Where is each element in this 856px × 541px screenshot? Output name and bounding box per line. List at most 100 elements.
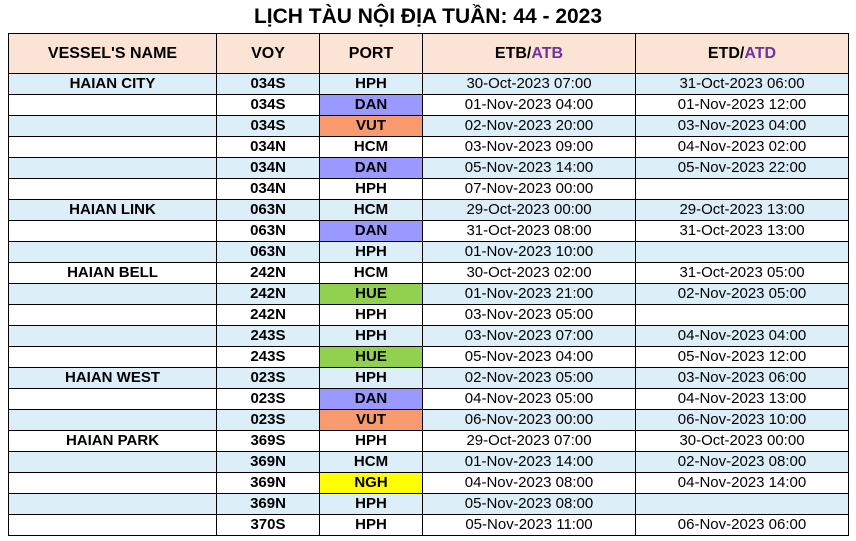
etd-cell: 31-Oct-2023 13:00	[635, 220, 849, 242]
vessel-name-cell	[8, 304, 217, 326]
etb-cell: 03-Nov-2023 07:00	[422, 325, 636, 347]
port-cell: NGH	[319, 472, 423, 494]
etb-cell: 04-Nov-2023 05:00	[422, 388, 636, 410]
port-cell: HPH	[319, 304, 423, 326]
table-row: 034N HPH 07-Nov-2023 00:00	[8, 178, 849, 200]
etd-cell: 03-Nov-2023 06:00	[635, 367, 849, 389]
vessel-name-cell	[8, 283, 217, 305]
etb-cell: 01-Nov-2023 14:00	[422, 451, 636, 473]
table-row: 034N HCM 03-Nov-2023 09:00 04-Nov-2023 02:0…	[8, 136, 849, 158]
voy-cell: 063N	[216, 220, 320, 242]
voy-cell: 034N	[216, 136, 320, 158]
page-title: LỊCH TÀU NỘI ĐỊA TUẦN: 44 - 2023	[253, 5, 603, 28]
voy-cell: 023S	[216, 367, 320, 389]
port-cell: DAN	[319, 388, 423, 410]
port-cell: HUE	[319, 346, 423, 368]
voy-cell: 242N	[216, 304, 320, 326]
header-port: PORT	[319, 33, 423, 74]
port-cell: HPH	[319, 367, 423, 389]
voy-cell: 034N	[216, 178, 320, 200]
table-row: 369N NGH 04-Nov-2023 08:00 04-Nov-2023 14:0…	[8, 472, 849, 494]
etd-cell: 29-Oct-2023 13:00	[635, 199, 849, 221]
port-cell: DAN	[319, 157, 423, 179]
port-cell: HUE	[319, 283, 423, 305]
port-cell: VUT	[319, 409, 423, 431]
table-header-row: VESSEL'S NAME VOY PORT ETB/ATB ETD/ATD	[8, 33, 849, 74]
etd-cell: 04-Nov-2023 13:00	[635, 388, 849, 410]
vessel-name-cell	[8, 178, 217, 200]
header-etd-label: ETD/	[707, 44, 745, 62]
voy-cell: 063N	[216, 199, 320, 221]
port-cell: HPH	[319, 325, 423, 347]
etd-cell: 01-Nov-2023 12:00	[635, 94, 849, 116]
voy-cell: 063N	[216, 241, 320, 263]
voy-cell: 243S	[216, 346, 320, 368]
vessel-name-cell	[8, 325, 217, 347]
port-cell: HCM	[319, 136, 423, 158]
port-cell: HPH	[319, 493, 423, 515]
vessel-name-cell: HAIAN PARK	[8, 430, 217, 452]
etb-cell: 02-Nov-2023 20:00	[422, 115, 636, 137]
table-row: 023S DAN 04-Nov-2023 05:00 04-Nov-2023 13:0…	[8, 388, 849, 410]
header-voy: VOY	[216, 33, 320, 74]
port-cell: DAN	[319, 94, 423, 116]
table-row: 063N HPH 01-Nov-2023 10:00	[8, 241, 849, 263]
voy-cell: 243S	[216, 325, 320, 347]
voy-cell: 369N	[216, 451, 320, 473]
vessel-name-cell: HAIAN CITY	[8, 73, 217, 95]
etb-cell: 31-Oct-2023 08:00	[422, 220, 636, 242]
etd-cell: 30-Oct-2023 00:00	[635, 430, 849, 452]
table-body: HAIAN CITY 034S HPH 30-Oct-2023 07:00 31-Oct…	[8, 73, 849, 536]
etd-cell: 04-Nov-2023 02:00	[635, 136, 849, 158]
etb-cell: 01-Nov-2023 04:00	[422, 94, 636, 116]
etd-cell: 05-Nov-2023 22:00	[635, 157, 849, 179]
table-row: 369N HPH 05-Nov-2023 08:00	[8, 493, 849, 515]
vessel-name-cell	[8, 220, 217, 242]
etb-cell: 03-Nov-2023 09:00	[422, 136, 636, 158]
vessel-name-cell	[8, 94, 217, 116]
etb-cell: 01-Nov-2023 10:00	[422, 241, 636, 263]
etb-cell: 03-Nov-2023 05:00	[422, 304, 636, 326]
vessel-name-cell	[8, 451, 217, 473]
voy-cell: 034S	[216, 73, 320, 95]
vessel-name-cell: HAIAN BELL	[8, 262, 217, 284]
voy-cell: 023S	[216, 409, 320, 431]
vessel-name-cell	[8, 472, 217, 494]
port-cell: DAN	[319, 220, 423, 242]
voy-cell: 034N	[216, 157, 320, 179]
etd-cell: 04-Nov-2023 14:00	[635, 472, 849, 494]
port-cell: HPH	[319, 241, 423, 263]
vessel-name-cell	[8, 136, 217, 158]
etb-cell: 05-Nov-2023 14:00	[422, 157, 636, 179]
vessel-name-cell	[8, 493, 217, 515]
etb-cell: 05-Nov-2023 08:00	[422, 493, 636, 515]
voy-cell: 369S	[216, 430, 320, 452]
etd-cell: 06-Nov-2023 10:00	[635, 409, 849, 431]
schedule-table: VESSEL'S NAME VOY PORT ETB/ATB ETD/ATD H…	[8, 33, 849, 536]
table-row: HAIAN CITY 034S HPH 30-Oct-2023 07:00 31-Oct…	[8, 73, 849, 95]
header-vessel-name: VESSEL'S NAME	[8, 33, 217, 74]
etd-cell	[635, 304, 849, 326]
etb-cell: 05-Nov-2023 04:00	[422, 346, 636, 368]
etb-cell: 02-Nov-2023 05:00	[422, 367, 636, 389]
etd-cell: 02-Nov-2023 08:00	[635, 451, 849, 473]
header-atd-label: ATD	[744, 44, 777, 62]
voy-cell: 369N	[216, 493, 320, 515]
voy-cell: 034S	[216, 115, 320, 137]
port-cell: HPH	[319, 514, 423, 536]
table-row: HAIAN BELL 242N HCM 30-Oct-2023 02:00 31-Oct…	[8, 262, 849, 284]
etb-cell: 29-Oct-2023 00:00	[422, 199, 636, 221]
etb-cell: 30-Oct-2023 02:00	[422, 262, 636, 284]
voy-cell: 034S	[216, 94, 320, 116]
etb-cell: 30-Oct-2023 07:00	[422, 73, 636, 95]
table-row: HAIAN LINK 063N HCM 29-Oct-2023 00:00 29-Oct…	[8, 199, 849, 221]
etd-cell	[635, 493, 849, 515]
etd-cell: 03-Nov-2023 04:00	[635, 115, 849, 137]
header-atb-label: ATB	[531, 44, 564, 62]
table-row: 034S DAN 01-Nov-2023 04:00 01-Nov-2023 12:0…	[8, 94, 849, 116]
vessel-name-cell	[8, 115, 217, 137]
port-cell: HCM	[319, 262, 423, 284]
port-cell: HPH	[319, 73, 423, 95]
vessel-name-cell	[8, 241, 217, 263]
voy-cell: 370S	[216, 514, 320, 536]
